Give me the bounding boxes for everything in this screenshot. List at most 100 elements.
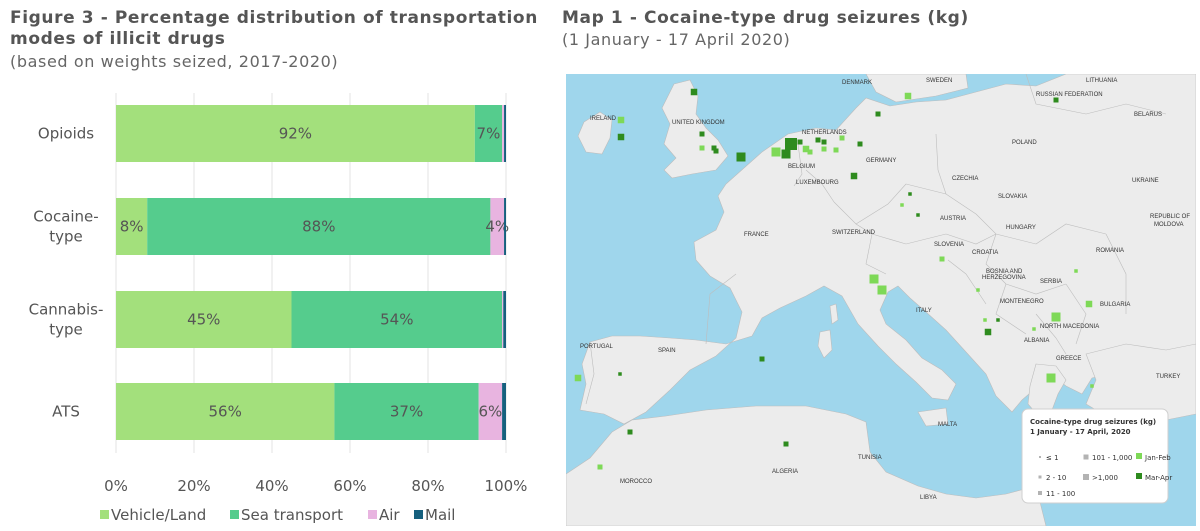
seizure-marker [984, 328, 992, 336]
country-label: SERBIA [1040, 279, 1062, 285]
data-label: 54% [380, 311, 413, 329]
seizure-marker [759, 356, 765, 362]
legend-size-swatch [1039, 456, 1041, 458]
africa-land [566, 405, 1047, 526]
seizure-marker [1053, 97, 1059, 103]
map-legend: Cocaine-type drug seizures (kg) 1 January… [1021, 408, 1172, 504]
figure-title-line1: Figure 3 - Percentage distribution of tr… [10, 8, 538, 28]
seizure-marker [833, 147, 839, 153]
legend-size-swatch [1083, 454, 1089, 460]
seizure-marker [877, 285, 887, 295]
category-label: type [49, 228, 83, 246]
map-legend-box [1021, 408, 1169, 504]
legend-swatch [230, 510, 239, 519]
legend-item-sea-transport: Sea transport [230, 506, 343, 524]
country-label: RUSSIAN FEDERATION [1036, 92, 1103, 98]
seizure-marker [617, 116, 625, 124]
bar-segment-mail-0 [504, 105, 506, 162]
country-label: DENMARK [842, 80, 872, 86]
seizure-marker [908, 192, 912, 196]
map-legend-subtitle: 1 January - 17 April, 2020 [1030, 428, 1131, 436]
country-label: SPAIN [658, 348, 676, 354]
country-label: LIBYA [920, 495, 937, 501]
seizure-marker [821, 146, 827, 152]
seizure-marker [1090, 384, 1094, 388]
x-tick-label: 20% [177, 477, 210, 495]
country-label: SLOVENIA [934, 242, 964, 248]
country-label: MALTA [938, 422, 957, 428]
country-border [855, 183, 907, 225]
seizure-marker [1032, 327, 1036, 331]
seizure-marker [1085, 300, 1093, 308]
data-label: 92% [279, 125, 312, 143]
bar-segment-mail-1 [504, 198, 506, 255]
seizure-marker [736, 152, 746, 162]
seizure-marker [574, 374, 582, 382]
seizure-marker [869, 274, 879, 284]
legend-color-label: Mar-Apr [1145, 474, 1172, 482]
country-label: MOLDOVA [1154, 222, 1184, 228]
legend-size-swatch [1083, 474, 1089, 480]
bar-segment-mail-2 [503, 291, 506, 348]
seizure-marker [839, 135, 845, 141]
country-label: GREECE [1056, 356, 1081, 362]
map-legend-title: Cocaine-type drug seizures (kg) [1030, 418, 1156, 426]
x-tick-label: 40% [255, 477, 288, 495]
seizure-marker [900, 203, 904, 207]
legend-size-swatch [1038, 475, 1042, 479]
category-label: Cannabis- [29, 301, 104, 319]
country-label: ALGERIA [772, 469, 798, 475]
x-tick-label: 100% [485, 477, 528, 495]
seizure-marker [781, 149, 791, 159]
bar-segment-sea-transport-2 [291, 291, 503, 348]
data-label: 45% [187, 311, 220, 329]
country-label: LUXEMBOURG [796, 180, 839, 186]
seizure-marker [939, 256, 945, 262]
legend-color-swatch [1136, 453, 1142, 459]
country-border [805, 169, 835, 203]
seizure-marker [617, 133, 625, 141]
seizure-marker [802, 145, 810, 153]
country-border [1065, 283, 1087, 345]
country-label: NETHERLANDS [802, 130, 847, 136]
seizure-marker [711, 145, 717, 151]
bar-segment-vehicle-land-2 [116, 291, 292, 348]
seizure-marker [690, 88, 698, 96]
seizure-marker [713, 148, 719, 154]
data-label: 4% [485, 218, 509, 236]
country-border [945, 233, 997, 245]
country-label: REPUBLIC OF [1150, 214, 1190, 220]
country-label: HERZEGOVINA [982, 275, 1026, 281]
bar-segment-sea-transport-3 [334, 383, 479, 440]
country-border [935, 133, 947, 195]
figure-title-line2: modes of illicit drugs [10, 29, 226, 49]
bar-segment-vehicle-land-0 [116, 105, 475, 162]
legend-swatch [414, 510, 423, 519]
bar-segment-mail-3 [502, 383, 506, 440]
country-border [1035, 313, 1067, 355]
seizure-marker [783, 441, 789, 447]
bar-segment-air-2 [502, 291, 504, 348]
country-label: CZECHIA [952, 176, 978, 182]
figure-title: Figure 3 - Percentage distribution of tr… [10, 8, 538, 50]
seizure-marker [916, 213, 920, 217]
continent-land [579, 74, 1196, 425]
data-label: 8% [120, 218, 144, 236]
bar-segment-air-3 [478, 383, 503, 440]
country-label: MONTENEGRO [1000, 299, 1044, 305]
legend-size-label: ≤ 1 [1046, 454, 1059, 462]
corsica-land [829, 303, 839, 325]
x-tick-label: 0% [104, 477, 128, 495]
legend-color-swatch [1136, 473, 1142, 479]
data-label: 56% [209, 403, 242, 421]
seizure-marker [821, 139, 827, 145]
country-label: AUSTRIA [940, 216, 966, 222]
legend-size-swatch [1038, 491, 1042, 495]
country-label: SWEDEN [926, 78, 952, 84]
country-border [1025, 74, 1087, 115]
country-label: BELGIUM [788, 164, 815, 170]
bar-segment-vehicle-land-3 [116, 383, 335, 440]
seizure-marker [627, 429, 633, 435]
country-label: GERMANY [866, 158, 896, 164]
country-border [1035, 223, 1107, 245]
